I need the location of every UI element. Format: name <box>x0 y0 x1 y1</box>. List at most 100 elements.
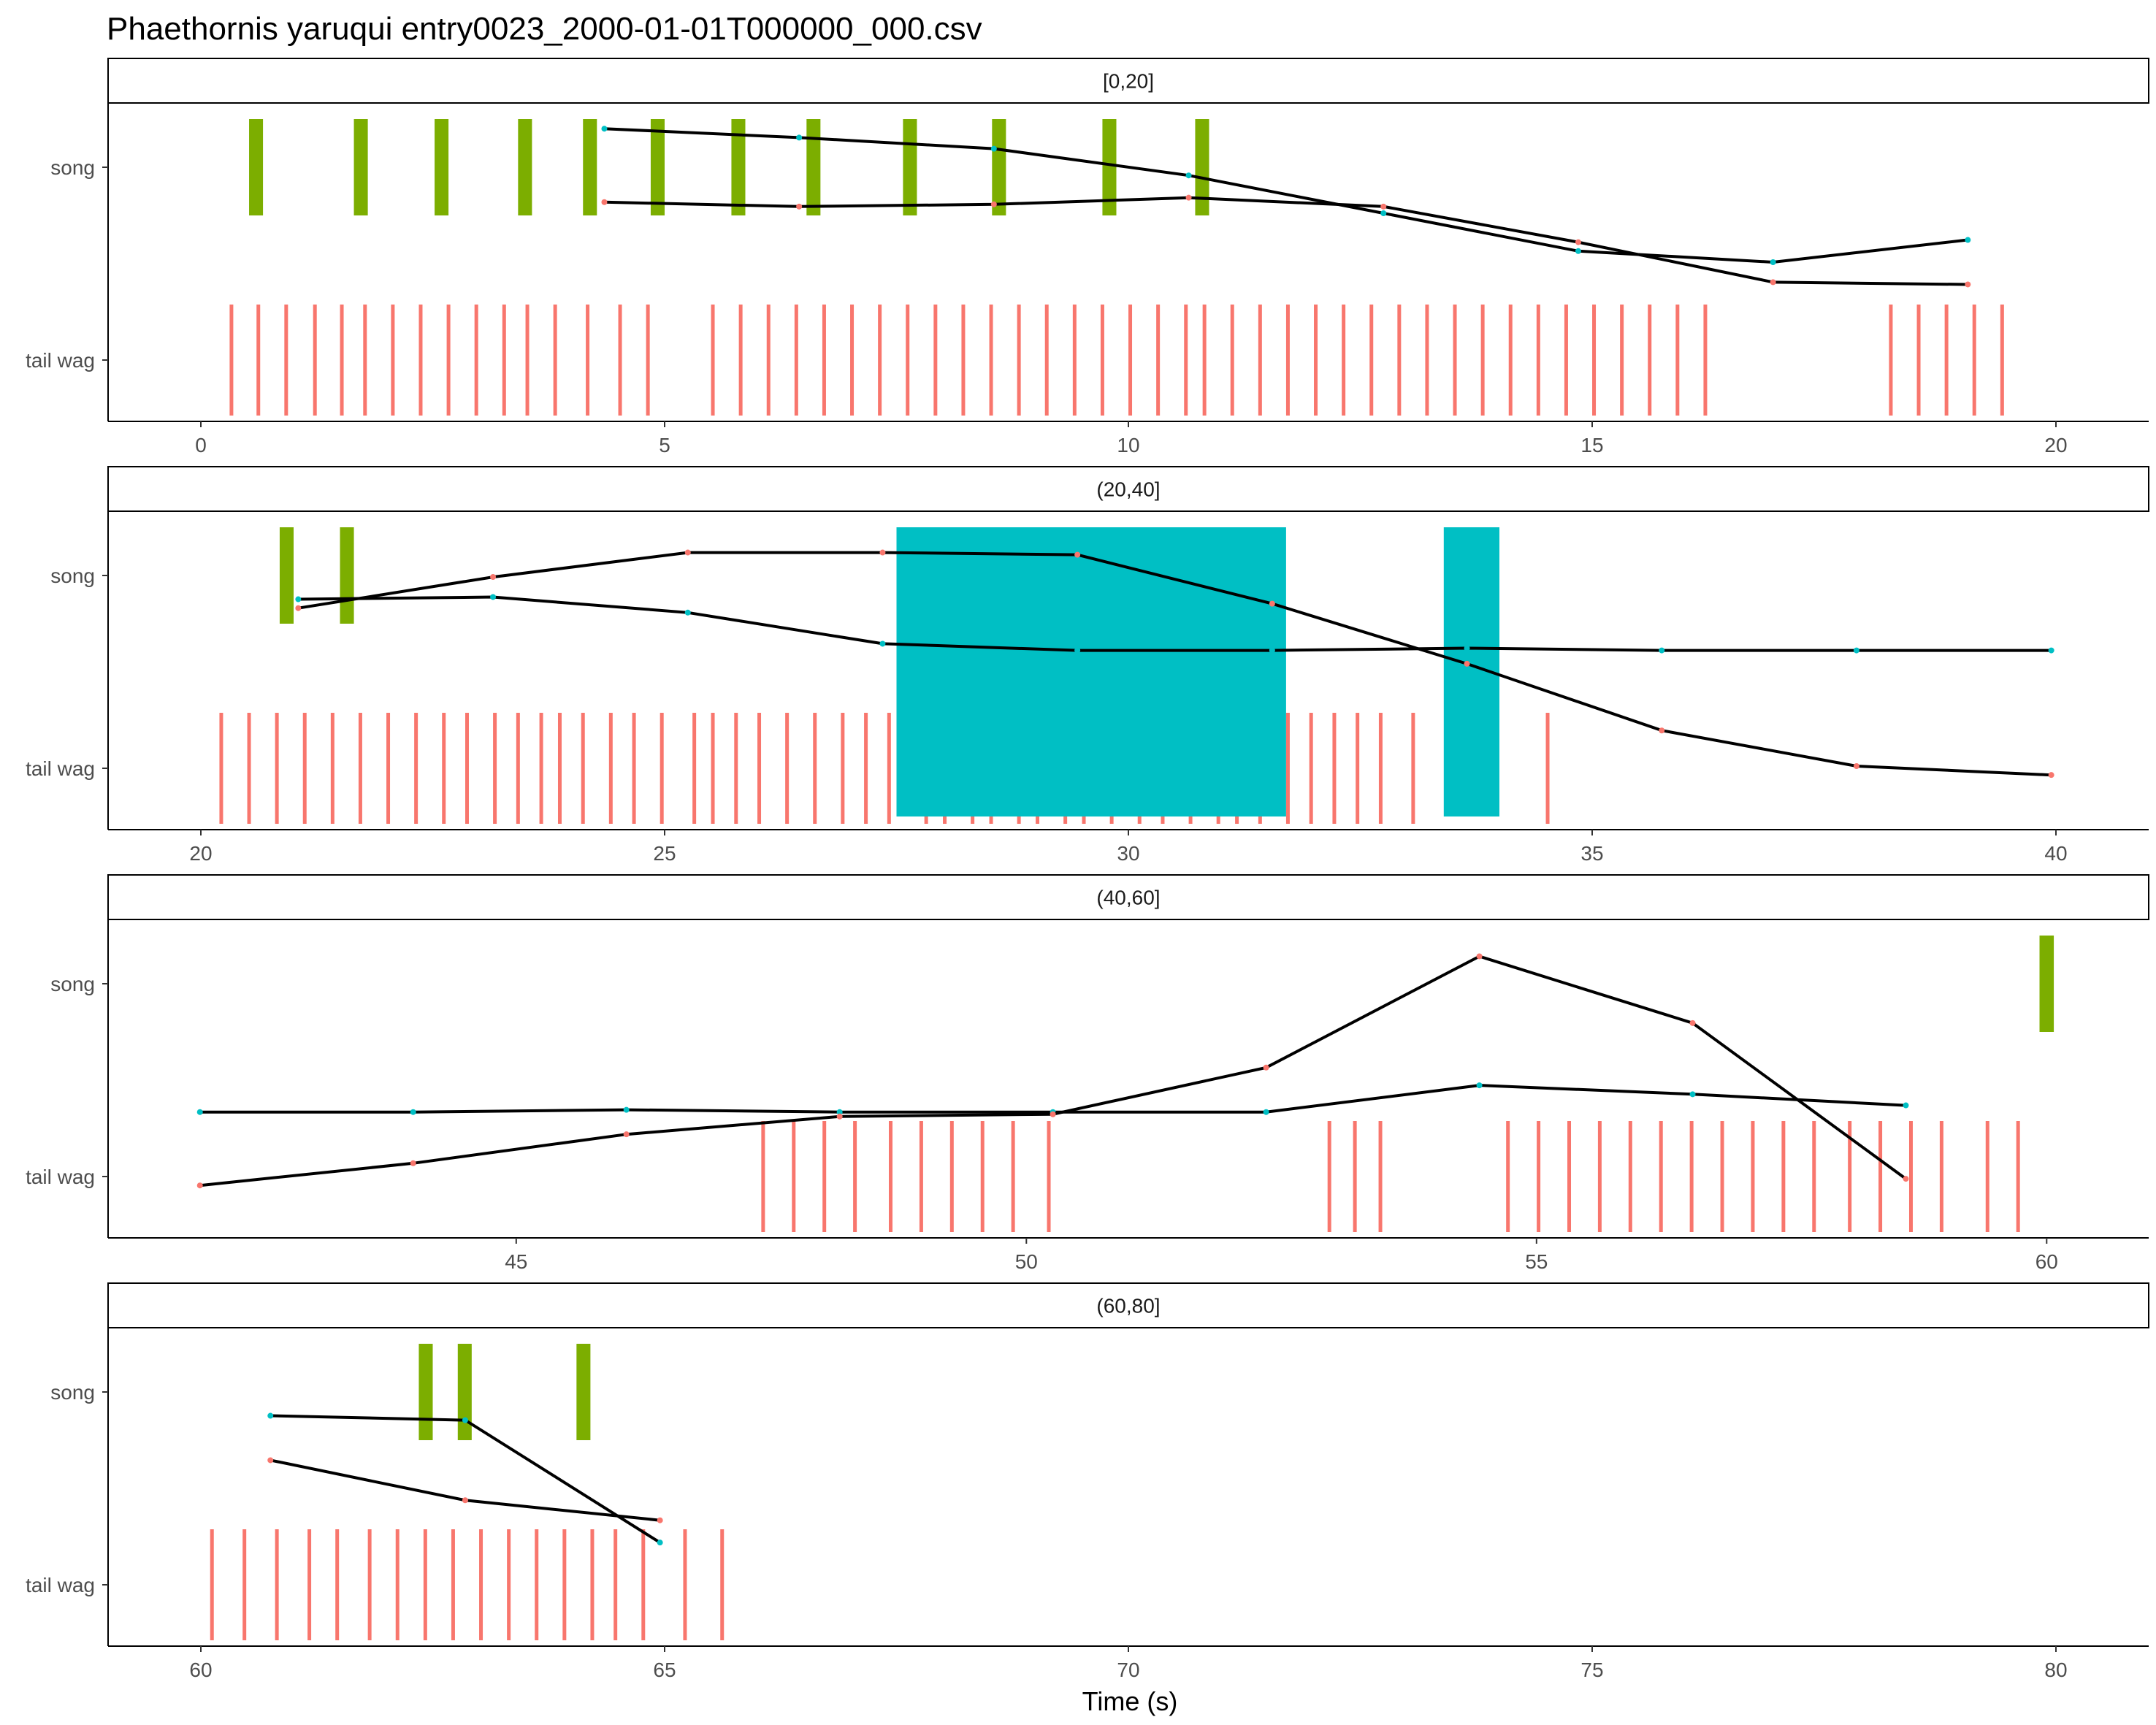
tail-curve-point <box>2048 772 2054 779</box>
tail-curve-point <box>1185 194 1192 201</box>
song-curve-point <box>490 594 497 600</box>
x-axis-label: Time (s) <box>1082 1686 1178 1716</box>
tail-curve-point <box>623 1131 630 1138</box>
facet-strip-label: [0,20] <box>1103 70 1154 93</box>
y-tick-label: song <box>50 565 95 587</box>
x-tick-label: 60 <box>189 1659 212 1681</box>
tail-curve-point <box>1689 1020 1696 1026</box>
x-tick-label: 25 <box>653 842 676 865</box>
song-curve-point <box>1965 237 1971 243</box>
x-tick-label: 15 <box>1580 434 1603 456</box>
x-tick-label: 60 <box>2035 1250 2058 1273</box>
song-curve-point <box>1380 210 1387 216</box>
y-tick-label: tail wag <box>26 757 95 780</box>
tail-curve-point <box>601 199 608 205</box>
song-curve-point <box>601 126 608 132</box>
tail-curve-point <box>1770 279 1776 286</box>
y-tick-label: song <box>50 156 95 179</box>
x-tick-label: 35 <box>1580 842 1603 865</box>
song-curve-point <box>1689 1091 1696 1098</box>
song-curve-point <box>267 1412 274 1419</box>
song-event <box>1195 119 1209 215</box>
facet-panel: (60,80] song tail wag 60 65 70 75 80 <box>26 1282 2149 1681</box>
song-event <box>279 527 294 624</box>
x-tick-label: 40 <box>2044 842 2067 865</box>
x-tick-label: 80 <box>2044 1659 2067 1681</box>
y-tick-label: song <box>50 1381 95 1404</box>
tail-curve-point <box>1476 953 1483 960</box>
song-event <box>576 1344 591 1440</box>
tail-curve-point <box>295 605 302 611</box>
song-curve-point <box>2048 647 2054 654</box>
tail-curve-line <box>298 551 2052 777</box>
facet-panels: [0,20] song tail wag 0 5 10 15 20 (20,40] song tai… <box>26 58 2149 1681</box>
tail-curve-point <box>462 1497 468 1504</box>
song-curve-point <box>1476 1082 1483 1089</box>
song-curve-point <box>295 596 302 603</box>
song-curve-point <box>1659 647 1665 654</box>
song-curve-point <box>990 145 997 152</box>
song-event <box>992 119 1006 215</box>
x-tick-label: 10 <box>1117 434 1139 456</box>
tail-curve-point <box>1263 1064 1269 1071</box>
song-curve-point <box>684 609 691 616</box>
song-event <box>731 119 746 215</box>
song-curve-point <box>1185 172 1192 179</box>
facet-strip <box>107 1282 2149 1328</box>
tail-curve-point <box>1575 239 1581 245</box>
song-event <box>903 119 917 215</box>
tail-curve-point <box>196 1182 203 1189</box>
facet-panel: (20,40] song tail wag 20 25 30 35 40 <box>26 466 2149 865</box>
tail-curve-point <box>1074 551 1081 558</box>
song-event <box>457 1344 472 1440</box>
x-tick-label: 0 <box>195 434 207 456</box>
song-curve-point <box>623 1106 630 1113</box>
tail-curve-point <box>1903 1176 1909 1182</box>
song-curve-point <box>836 1109 843 1115</box>
song-event <box>418 1344 433 1440</box>
song-curve-point <box>1464 645 1470 651</box>
facet-strip-label: (40,60] <box>1096 887 1160 909</box>
tail-curve-point <box>1853 762 1859 769</box>
song-curve-point <box>1269 647 1275 654</box>
tail-curve-point <box>1269 600 1275 607</box>
x-tick-label: 75 <box>1580 1659 1603 1681</box>
tail-curve-line <box>604 196 1968 286</box>
song-curve-point <box>1074 647 1081 654</box>
y-tick-label: tail wag <box>26 349 95 372</box>
x-tick-label: 20 <box>189 842 212 865</box>
y-tick-label: tail wag <box>26 1166 95 1188</box>
tail-curve-point <box>879 549 886 556</box>
x-tick-label: 45 <box>505 1250 527 1273</box>
x-tick-label: 30 <box>1117 842 1139 865</box>
song-curve-point <box>1575 248 1581 254</box>
tail-curve-point <box>836 1113 843 1120</box>
tail-curve-point <box>1659 727 1665 734</box>
y-tick-label: song <box>50 973 95 995</box>
song-curve-point <box>1263 1109 1269 1115</box>
song-event <box>353 119 368 215</box>
song-curve-line <box>298 595 2052 652</box>
x-tick-label: 55 <box>1525 1250 1548 1273</box>
tail-curve-point <box>410 1160 416 1166</box>
facet-panel: (40,60] song tail wag 45 50 55 60 <box>26 874 2149 1273</box>
tail-curve-point <box>1050 1111 1056 1117</box>
song-event <box>435 119 449 215</box>
song-curve-point <box>657 1540 663 1546</box>
x-tick-label: 65 <box>653 1659 676 1681</box>
tail-curve-point <box>490 574 497 581</box>
song-curve-point <box>1853 647 1859 654</box>
song-curve-point <box>410 1109 416 1115</box>
tail-curve-point <box>1380 203 1387 210</box>
song-event <box>340 527 354 624</box>
song-curve-point <box>879 640 886 647</box>
tail-curve-point <box>267 1457 274 1464</box>
tail-curve-point <box>1464 660 1470 667</box>
song-event <box>650 119 665 215</box>
tail-curve-point <box>684 549 691 556</box>
song-curve-point <box>462 1417 468 1423</box>
song-curve-point <box>796 134 803 141</box>
facet-strip-label: (60,80] <box>1096 1295 1160 1317</box>
song-curve-point <box>196 1109 203 1115</box>
